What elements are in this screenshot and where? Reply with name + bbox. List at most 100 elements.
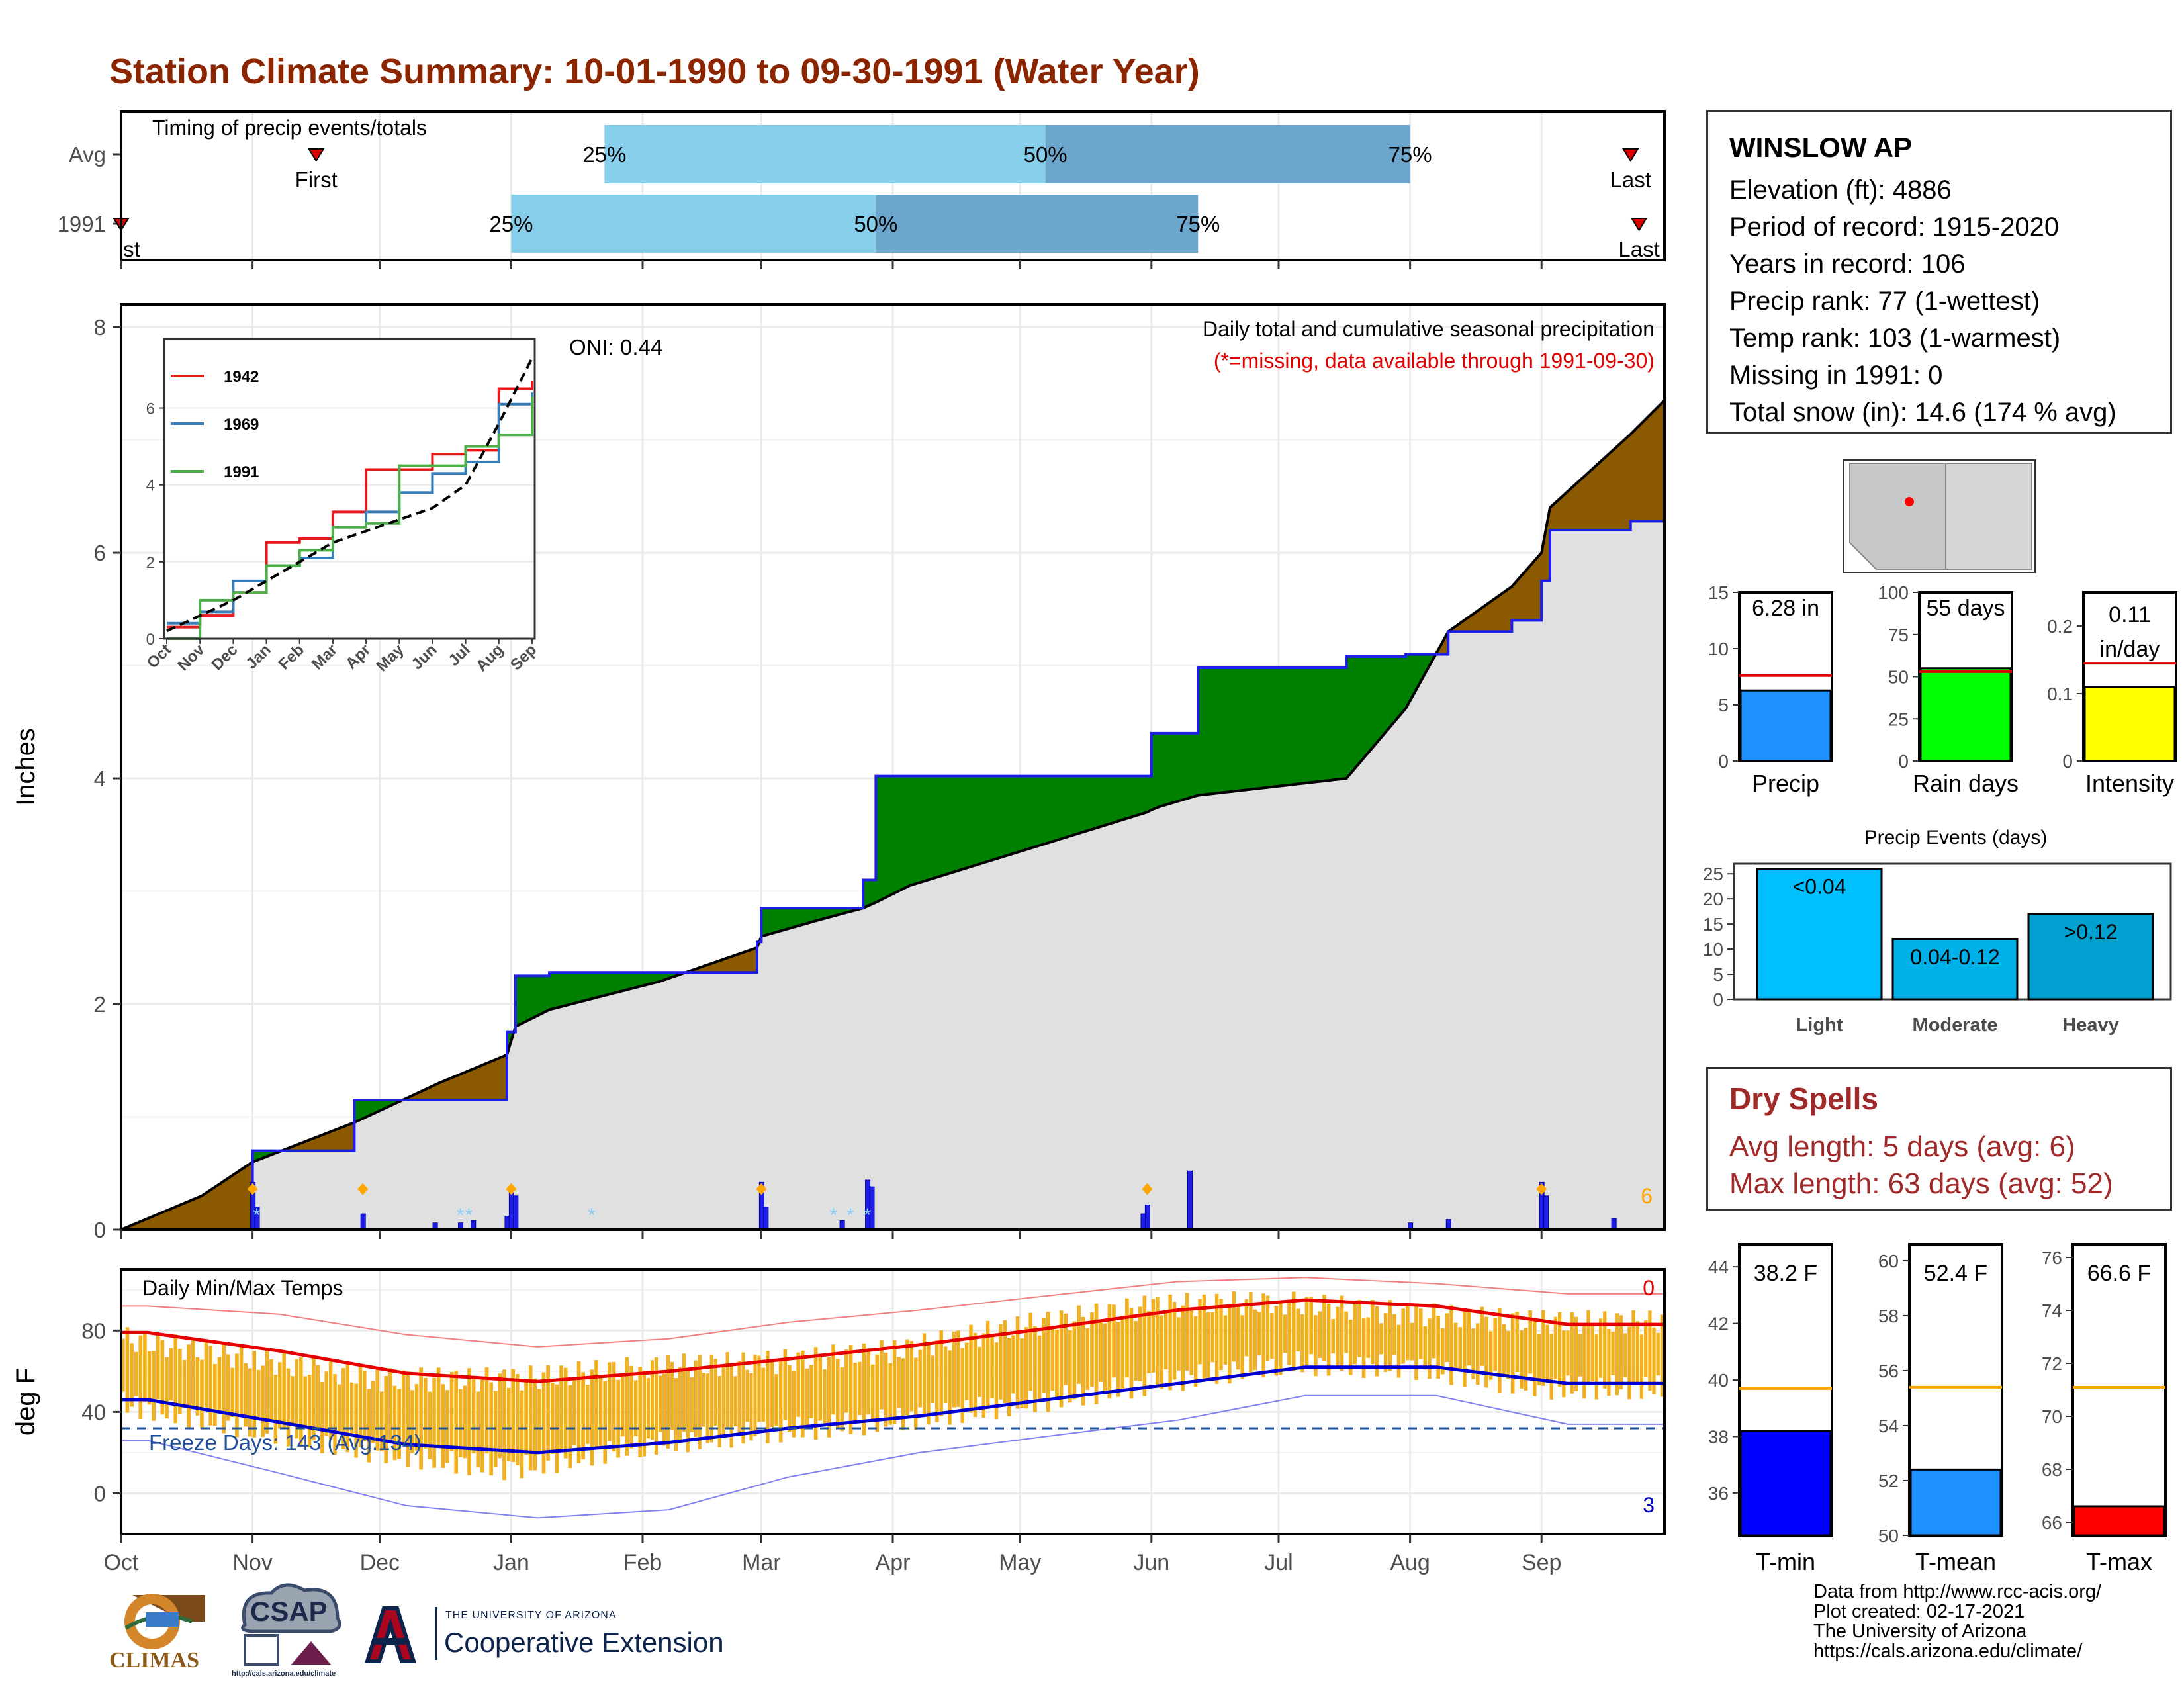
temp-daily-bar	[1488, 1331, 1493, 1380]
temp-daily-bar	[875, 1354, 880, 1432]
temp-daily-bar	[1480, 1306, 1484, 1366]
temp-daily-bar	[419, 1367, 424, 1470]
station-name: WINSLOW AP	[1729, 132, 1913, 163]
temp-daily-bar	[307, 1375, 312, 1448]
temp-daily-bar	[537, 1389, 541, 1453]
month-axis-label: May	[999, 1550, 1041, 1575]
temp-summary-2-tick-label: 66	[2042, 1512, 2062, 1533]
temp-daily-bar	[248, 1368, 252, 1437]
temp-daily-bar	[705, 1373, 709, 1443]
temp-daily-bar	[766, 1351, 770, 1443]
temp-daily-bar	[1467, 1310, 1471, 1366]
precip-summary-2-category: Intensity	[2085, 770, 2174, 797]
temp-daily-bar	[213, 1363, 217, 1426]
timing-label: Timing of precip events/totals	[152, 116, 427, 140]
temp-daily-bar	[939, 1330, 943, 1417]
temp-daily-bar	[484, 1367, 489, 1454]
temp-daily-bar	[1090, 1312, 1094, 1387]
temp-daily-bar	[994, 1342, 999, 1420]
station-years: Years in record: 106	[1729, 250, 1966, 279]
temp-daily-bar	[1283, 1314, 1287, 1353]
temp-daily-bar	[235, 1353, 239, 1438]
station-missing: Missing in 1991: 0	[1729, 361, 1943, 390]
temp-daily-bar	[1007, 1338, 1011, 1416]
temp-daily-bar	[844, 1349, 848, 1413]
temp-summary-2-bar	[2073, 1505, 2165, 1537]
temp-daily-bar	[165, 1357, 169, 1419]
heavy-event-marker	[247, 1183, 258, 1195]
temp-daily-bar	[1072, 1321, 1077, 1400]
temp-daily-bar	[222, 1342, 226, 1434]
temp-daily-bar	[156, 1333, 160, 1400]
temp-daily-bar	[1414, 1304, 1418, 1380]
temp-daily-bar	[1594, 1334, 1598, 1400]
precip-title: Daily total and cumulative seasonal prec…	[1203, 317, 1655, 341]
temp-panel: Freeze Days: 143 (Avg:134) Daily Min/Max …	[11, 1268, 1666, 1575]
precip-y-tick-label: 8	[94, 315, 106, 340]
temp-daily-bar	[371, 1381, 375, 1443]
precip-daily-bar	[513, 1195, 519, 1230]
temp-daily-bar	[702, 1373, 705, 1427]
temp-daily-bar	[638, 1367, 643, 1457]
temp-daily-bar	[1244, 1299, 1249, 1357]
temp-daily-bar	[999, 1324, 1003, 1400]
temp-daily-bar	[1590, 1323, 1594, 1382]
month-axis-label: Sep	[1522, 1550, 1562, 1575]
temp-daily-bar	[1189, 1307, 1193, 1375]
temp-daily-bar	[1129, 1307, 1134, 1399]
temp-daily-bar	[922, 1333, 927, 1417]
temp-daily-bar	[927, 1343, 931, 1425]
temp-daily-bar	[729, 1364, 733, 1448]
temp-daily-bar	[1553, 1316, 1558, 1379]
temp-daily-bar	[1545, 1324, 1549, 1380]
temp-daily-bar	[320, 1381, 324, 1453]
temp-daily-bar	[1586, 1310, 1590, 1384]
temp-daily-bar	[862, 1343, 866, 1436]
precip-subtitle: (*=missing, data available through 1991-…	[1214, 349, 1655, 373]
ua-small-text: THE UNIVERSITY OF ARIZONA	[445, 1610, 617, 1621]
temp-daily-bar	[1037, 1335, 1042, 1400]
month-axis-label: Nov	[232, 1550, 272, 1575]
temp-daily-bar	[1340, 1295, 1344, 1371]
precip-summary-2-tick-label: 0.2	[2047, 616, 2073, 637]
temp-daily-bar	[1270, 1313, 1274, 1359]
temp-daily-bar	[952, 1331, 956, 1408]
temp-daily-bar	[1164, 1312, 1168, 1369]
temp-summary-1-tick-label: 50	[1878, 1526, 1899, 1546]
temp-daily-bar	[143, 1332, 147, 1402]
temp-daily-bar	[502, 1369, 506, 1481]
precip-common-area	[121, 521, 1664, 1230]
temp-daily-bar	[1046, 1312, 1050, 1412]
temp-daily-bar	[964, 1342, 969, 1400]
temp-daily-bar	[753, 1354, 757, 1436]
temp-daily-bar	[1532, 1318, 1537, 1396]
temp-daily-bar	[1423, 1326, 1428, 1370]
temp-daily-bar	[901, 1358, 905, 1430]
temp-summary-1-tick-label: 56	[1878, 1361, 1899, 1381]
temp-daily-bar	[463, 1385, 467, 1459]
temp-daily-bar	[520, 1390, 524, 1479]
temp-daily-bar	[909, 1340, 914, 1412]
temp-daily-bar	[1094, 1303, 1099, 1404]
temp-daily-bar	[848, 1345, 853, 1434]
precip-events-value-label: 0.04-0.12	[1910, 945, 1999, 969]
temp-daily-bar	[1020, 1338, 1024, 1408]
precip-summary-0-tick-label: 5	[1718, 695, 1729, 715]
temp-daily-bar	[1151, 1299, 1156, 1373]
temp-daily-bar	[299, 1357, 303, 1445]
precip-daily-bar	[1144, 1204, 1150, 1230]
temp-daily-bar	[783, 1349, 788, 1420]
heavy-event-count: 6	[1641, 1184, 1653, 1208]
temp-daily-bar	[1644, 1320, 1648, 1377]
temp-daily-bar	[1611, 1332, 1615, 1376]
precip-summary-0-tick-label: 0	[1718, 751, 1729, 772]
temp-summary-0-bar	[1739, 1430, 1832, 1537]
temp-daily-bar	[1524, 1328, 1528, 1391]
temp-daily-bar	[152, 1351, 156, 1421]
temp-daily-bar	[1177, 1317, 1181, 1371]
temp-daily-bar	[1279, 1301, 1283, 1375]
precip-summary-1-category: Rain days	[1913, 770, 2019, 797]
inset-legend-label: 1991	[224, 463, 259, 481]
temp-daily-bar	[278, 1362, 282, 1429]
temp-daily-bar	[1392, 1314, 1396, 1355]
